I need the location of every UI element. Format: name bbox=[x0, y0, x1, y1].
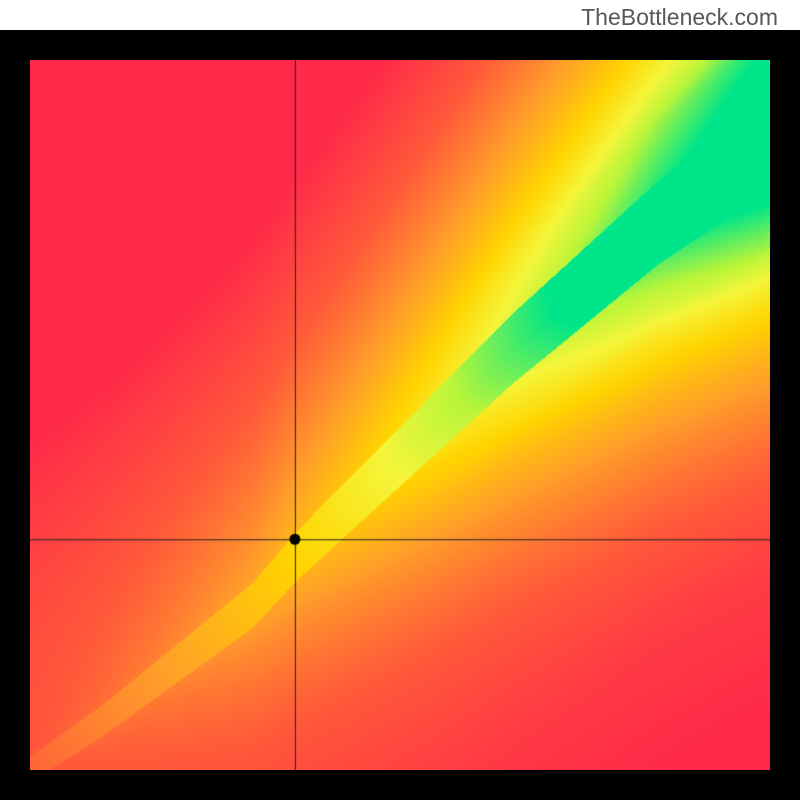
crosshair-canvas bbox=[30, 60, 770, 770]
bottleneck-chart-container: TheBottleneck.com bbox=[0, 0, 800, 800]
chart-frame bbox=[0, 30, 800, 800]
watermark-text: TheBottleneck.com bbox=[581, 4, 778, 31]
